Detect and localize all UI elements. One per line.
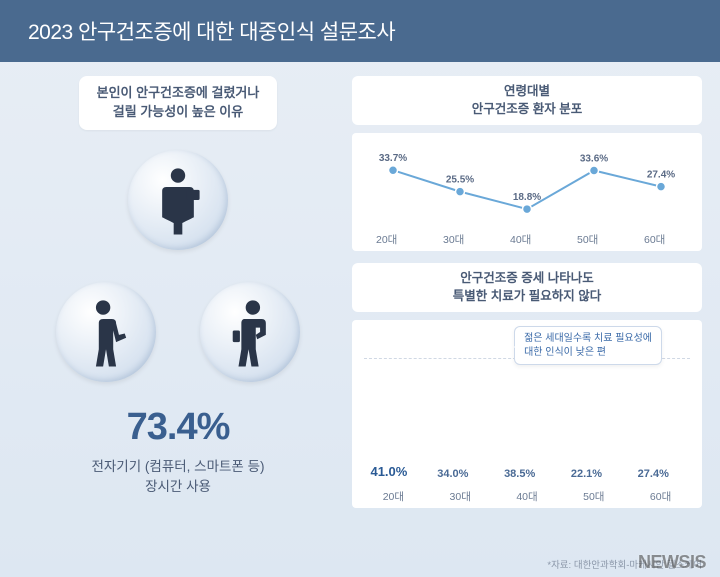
svg-text:27.4%: 27.4% — [647, 170, 675, 181]
svg-text:25.5%: 25.5% — [446, 175, 474, 186]
bar-x-label: 40대 — [516, 489, 537, 504]
bar-title-1: 안구건조증 증세 나타나도 — [460, 271, 593, 285]
left-subtitle: 본인이 안구건조증에 걸렸거나 걸릴 가능성이 높은 이유 — [79, 76, 278, 130]
bar-chart-panel: 안구건조증 증세 나타나도 특별한 치료가 필요하지 않다 젊은 세대일수록 치… — [352, 263, 702, 508]
subtitle-line2: 걸릴 가능성이 높은 이유 — [113, 104, 243, 119]
silhouette-triptych — [48, 150, 308, 390]
subtitle-line1: 본인이 안구건조증에 걸렸거나 — [97, 85, 260, 100]
bar-x-label: 60대 — [650, 489, 671, 504]
page-title: 2023 안구건조증에 대한 대중인식 설문조사 — [0, 0, 720, 62]
line-title-2: 안구건조증 환자 분포 — [472, 102, 582, 116]
bar-value-label: 22.1% — [571, 468, 602, 480]
watermark: NEWSIS — [638, 552, 706, 573]
svg-text:18.8%: 18.8% — [513, 192, 541, 203]
caption-line2: 장시간 사용 — [145, 479, 211, 494]
left-panel: 본인이 안구건조증에 걸렸거나 걸릴 가능성이 높은 이유 — [18, 76, 338, 569]
infographic-container: 2023 안구건조증에 대한 대중인식 설문조사 본인이 안구건조증에 걸렸거나… — [0, 0, 720, 577]
headline-percent: 73.4% — [127, 406, 230, 449]
bar-chart: 젊은 세대일수록 치료 필요성에 대한 인식이 낮은 편 41.0% 20대 3… — [352, 320, 702, 508]
line-chart-svg: 33.7% 25.5% 18.8% 33.6% 27.4% — [362, 145, 692, 227]
circle-left — [56, 282, 156, 382]
bar-callout: 젊은 세대일수록 치료 필요성에 대한 인식이 낮은 편 — [514, 326, 662, 365]
silhouette-reading-icon — [149, 164, 207, 236]
callout-2: 대한 인식이 낮은 편 — [524, 347, 606, 358]
right-panel: 연령대별 안구건조증 환자 분포 33.7% 25.5% 18.8% 33.6% 27.… — [352, 76, 702, 569]
line-chart-panel: 연령대별 안구건조증 환자 분포 33.7% 25.5% 18.8% 33.6% 27.… — [352, 76, 702, 251]
silhouette-standing-phone-icon — [221, 296, 279, 368]
bar-value-label: 38.5% — [504, 468, 535, 480]
caption-line1: 전자기기 (컴퓨터, 스마트폰 등) — [91, 459, 264, 474]
bar-x-label: 50대 — [583, 489, 604, 504]
bar-value-label: 34.0% — [437, 468, 468, 480]
line-x-label: 50대 — [577, 232, 598, 247]
bars-container: 41.0% 20대 34.0% 30대 38.5% 40대 22.1% 50대 … — [364, 358, 690, 486]
content-row: 본인이 안구건조증에 걸렸거나 걸릴 가능성이 높은 이유 — [0, 62, 720, 577]
line-chart: 33.7% 25.5% 18.8% 33.6% 27.4% 20대 30대 40대 50대 60… — [352, 133, 702, 251]
callout-1: 젊은 세대일수록 치료 필요성에 — [524, 333, 652, 344]
bar-value-label: 27.4% — [638, 468, 669, 480]
svg-text:33.7%: 33.7% — [379, 153, 407, 164]
line-title-1: 연령대별 — [504, 84, 550, 98]
circle-top — [128, 150, 228, 250]
line-x-label: 40대 — [510, 232, 531, 247]
line-chart-title: 연령대별 안구건조증 환자 분포 — [352, 76, 702, 125]
bar-chart-title: 안구건조증 증세 나타나도 특별한 치료가 필요하지 않다 — [352, 263, 702, 312]
line-x-label: 60대 — [644, 232, 665, 247]
line-x-label: 30대 — [443, 232, 464, 247]
bar-x-label: 20대 — [383, 489, 404, 504]
circle-right — [200, 282, 300, 382]
headline-caption: 전자기기 (컴퓨터, 스마트폰 등) 장시간 사용 — [91, 457, 264, 498]
bar-value-label: 41.0% — [370, 464, 407, 479]
bar-title-2: 특별한 치료가 필요하지 않다 — [453, 289, 601, 303]
silhouette-phone-icon — [77, 296, 135, 368]
bar-x-label: 30대 — [450, 489, 471, 504]
line-x-label: 20대 — [376, 232, 397, 247]
svg-text:33.6%: 33.6% — [580, 153, 608, 164]
